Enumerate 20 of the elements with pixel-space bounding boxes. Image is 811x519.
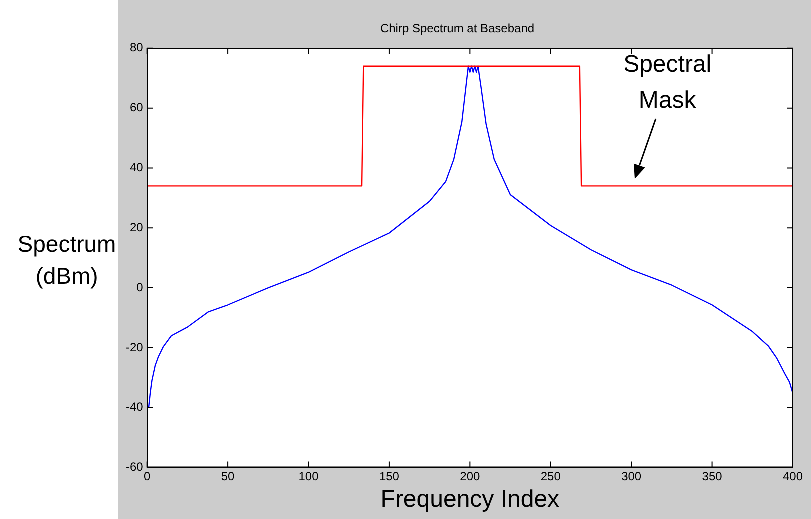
y-tick-label: 80 <box>130 40 144 55</box>
annotation: Spectral Mask <box>624 50 712 114</box>
y-tick-label: 20 <box>130 220 144 234</box>
x-tick-label: 200 <box>460 469 481 484</box>
y-tick-label: -20 <box>126 340 144 354</box>
y-tick-label: 0 <box>136 280 144 294</box>
x-tick-label: 250 <box>540 469 562 484</box>
x-tick-label: 300 <box>622 469 642 484</box>
chart-title: Chirp Spectrum at Baseband <box>380 22 535 36</box>
x-tick-label: 50 <box>221 469 236 484</box>
x-axis-title: Frequency Index <box>380 486 560 514</box>
y-tick-label: 40 <box>130 160 144 175</box>
x-tick-label: 150 <box>379 469 400 484</box>
x-tick-label: 400 <box>782 469 804 484</box>
x-tick-label: 100 <box>298 469 320 484</box>
y-tick-label: 60 <box>130 100 144 115</box>
y-tick-label: -60 <box>126 460 144 474</box>
y-axis-title: Spectrum (dBm) <box>16 230 118 291</box>
y-tick-label: -40 <box>126 400 144 414</box>
x-tick-label: 350 <box>702 469 723 484</box>
